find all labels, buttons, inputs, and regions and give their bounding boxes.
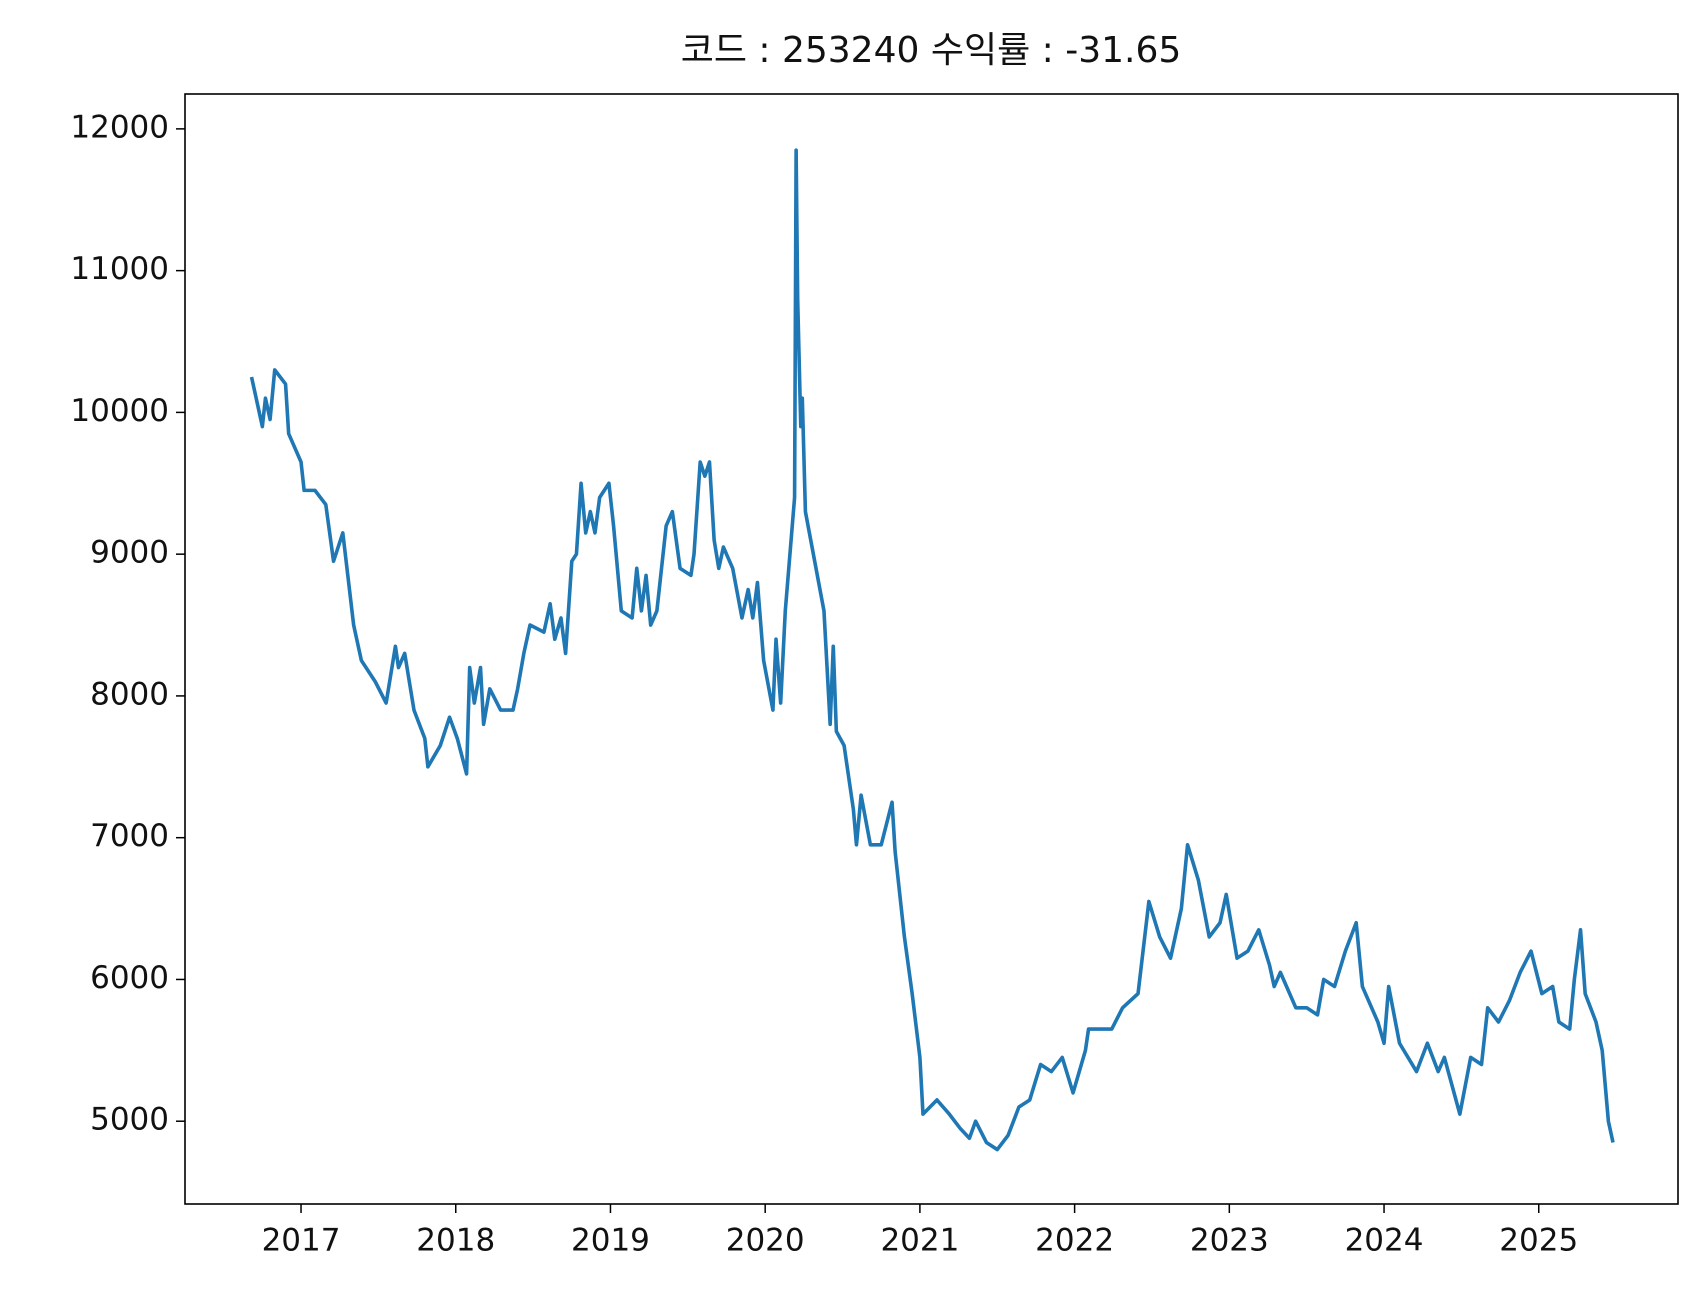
x-tick-label: 2024 (1345, 1223, 1424, 1259)
y-tick-label: 12000 (70, 109, 169, 145)
y-tick-label: 9000 (90, 535, 169, 571)
x-tick-label: 2023 (1190, 1223, 1269, 1259)
plot-frame (184, 93, 1679, 1205)
x-tick-label: 2019 (571, 1223, 650, 1259)
x-tick-label: 2018 (416, 1223, 495, 1259)
x-tick-label: 2025 (1499, 1223, 1578, 1259)
y-tick-label: 5000 (90, 1102, 169, 1138)
x-tick-label: 2017 (262, 1223, 341, 1259)
x-tick-label: 2021 (880, 1223, 959, 1259)
y-tick-label: 7000 (90, 818, 169, 854)
line-series (249, 148, 1615, 1152)
y-tick-label: 10000 (70, 393, 169, 429)
x-tick-label: 2022 (1035, 1223, 1114, 1259)
x-tick-label: 2020 (726, 1223, 805, 1259)
chart-title: 코드 : 253240 수익률 : -31.65 (681, 30, 1182, 71)
y-tick-label: 11000 (70, 251, 169, 287)
y-tick-label: 8000 (90, 676, 169, 712)
y-tick-label: 6000 (90, 960, 169, 996)
